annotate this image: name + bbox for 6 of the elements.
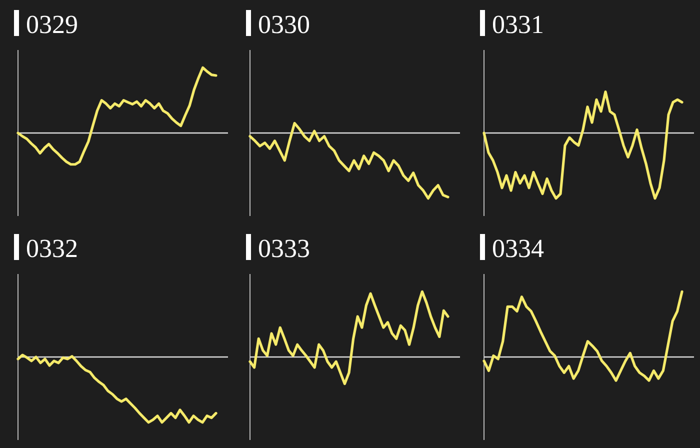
chart-title: 0331 [492,10,544,39]
chart-title: 0333 [258,234,310,263]
chart-title: 0330 [258,10,310,39]
chart-title: 0329 [26,10,78,39]
chart-title: 0334 [492,234,544,263]
chart-title: 0332 [26,234,78,263]
